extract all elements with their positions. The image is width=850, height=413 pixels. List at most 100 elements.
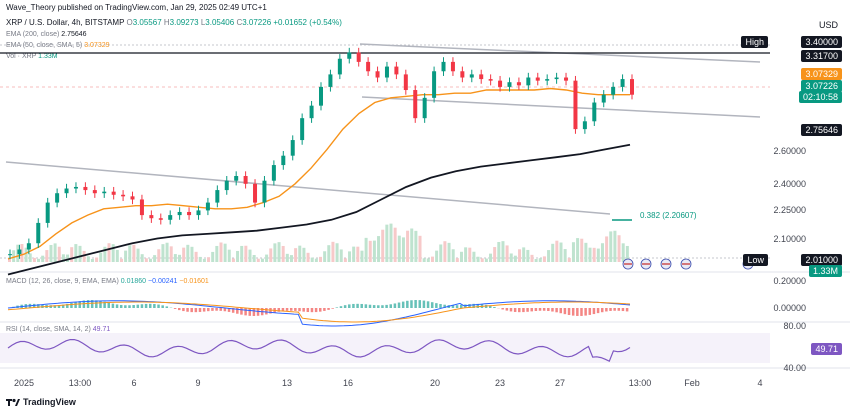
x-axis-tick: 16 bbox=[343, 378, 353, 388]
macd-histogram-bar bbox=[144, 303, 148, 308]
volume-bar bbox=[99, 252, 103, 262]
macd-histogram-bar bbox=[252, 308, 256, 316]
volume-bar bbox=[596, 248, 600, 262]
macd-histogram-bar bbox=[281, 308, 285, 312]
macd-histogram-bar bbox=[335, 307, 339, 308]
macd-histogram-bar bbox=[202, 308, 206, 312]
candle-body bbox=[45, 202, 50, 223]
price-axis-tick: 2.40000 bbox=[773, 179, 806, 189]
macd-histogram-bar bbox=[522, 308, 525, 313]
currency-label[interactable]: USD bbox=[818, 20, 838, 30]
macd-histogram-bar bbox=[393, 303, 397, 308]
open-value: 3.05567 bbox=[132, 18, 162, 27]
macd-histogram-bar bbox=[161, 305, 164, 308]
candle-body bbox=[554, 77, 559, 80]
volume-bar bbox=[530, 254, 534, 262]
symbol-line: XRP / U.S. Dollar, 4h, BITSTAMP O3.05567… bbox=[6, 18, 342, 27]
volume-bar bbox=[107, 243, 111, 262]
rsi-legend[interactable]: RSI (14, close, SMA, 14, 2) 49.71 bbox=[6, 326, 110, 333]
volume-bar bbox=[223, 243, 227, 262]
macd-legend[interactable]: MACD (12, 26, close, 9, EMA, EMA) 0.0186… bbox=[6, 278, 209, 285]
tradingview-logo[interactable]: TradingView bbox=[6, 397, 76, 407]
vol-legend[interactable]: Vol · XRP 1.33M bbox=[6, 53, 58, 60]
high-value: 3.09273 bbox=[169, 18, 199, 27]
candle-body bbox=[441, 61, 446, 72]
volume-bar bbox=[157, 249, 161, 262]
volume-bar bbox=[368, 240, 372, 262]
macd-histogram-bar bbox=[435, 303, 438, 308]
macd-histogram-bar bbox=[389, 304, 392, 308]
long-trend-line bbox=[5, 161, 611, 215]
macd-histogram-bar bbox=[489, 305, 492, 308]
macd-histogram-bar bbox=[277, 308, 281, 312]
macd-histogram-bar bbox=[115, 304, 119, 308]
x-axis-tick: 13 bbox=[282, 378, 292, 388]
volume-bar bbox=[248, 249, 252, 262]
macd-histogram-bar bbox=[186, 308, 189, 312]
volume-bar bbox=[289, 255, 293, 262]
volume-bar bbox=[95, 257, 99, 262]
volume-bar bbox=[335, 243, 339, 262]
fib-label: 0.382 (2.20607) bbox=[640, 211, 697, 220]
macd-histogram-bar bbox=[605, 308, 608, 312]
close-value: 3.07226 bbox=[242, 18, 272, 27]
candle-body bbox=[64, 188, 69, 194]
macd-histogram-bar bbox=[538, 308, 542, 311]
macd-histogram-bar bbox=[198, 308, 202, 312]
macd-axis-tick: 0.20000 bbox=[773, 276, 806, 286]
macd-histogram-bar bbox=[401, 301, 405, 308]
candle-body bbox=[121, 194, 126, 197]
volume-bar bbox=[74, 244, 78, 262]
macd-histogram-bar bbox=[128, 305, 131, 308]
candle-body bbox=[375, 71, 380, 78]
symbol-name[interactable]: XRP / U.S. Dollar, 4h, BITSTAMP bbox=[6, 18, 125, 27]
candle-body bbox=[281, 155, 286, 166]
volume-bar bbox=[430, 256, 434, 262]
volume-bar bbox=[617, 235, 621, 262]
macd-histogram-bar bbox=[90, 300, 94, 308]
volume-bar bbox=[294, 248, 298, 262]
volume-bar bbox=[124, 250, 128, 262]
candle-body bbox=[545, 79, 550, 81]
level-tag: 3.31700 bbox=[801, 50, 842, 62]
macd-histogram-bar bbox=[157, 304, 160, 308]
volume-bar bbox=[397, 235, 401, 262]
candle-body bbox=[271, 165, 276, 181]
volume-bar bbox=[240, 245, 244, 262]
volume-bar bbox=[103, 246, 107, 262]
volume-bar bbox=[82, 250, 86, 262]
volume-bar bbox=[202, 258, 206, 262]
ema200-legend[interactable]: EMA (200, close) 2.75646 bbox=[6, 31, 87, 38]
macd-histogram-bar bbox=[236, 308, 239, 314]
macd-histogram-bar bbox=[368, 304, 372, 308]
x-axis-tick: 2025 bbox=[14, 378, 34, 388]
candle-body bbox=[26, 243, 31, 250]
macd-histogram-bar bbox=[343, 305, 347, 308]
volume-bar bbox=[310, 257, 314, 262]
macd-histogram-bar bbox=[339, 306, 343, 308]
ema50-legend[interactable]: EMA (50, close, SMA, 5) 3.07329 bbox=[6, 42, 110, 49]
macd-histogram-bar bbox=[207, 308, 210, 312]
macd-histogram-bar bbox=[493, 306, 496, 308]
volume-bar bbox=[53, 243, 57, 262]
volume-bar bbox=[621, 243, 625, 262]
high-tag-value: 3.40000 bbox=[801, 36, 842, 48]
macd-histogram-bar bbox=[211, 308, 214, 311]
volume-bar bbox=[236, 250, 240, 262]
volume-bar bbox=[588, 247, 592, 262]
vol-label: Vol · XRP bbox=[6, 53, 37, 60]
volume-bar bbox=[389, 223, 393, 262]
macd-histogram-bar bbox=[248, 308, 252, 316]
macd-histogram-bar bbox=[231, 308, 235, 313]
candle-body bbox=[158, 218, 163, 220]
ema200-legend-value: 2.75646 bbox=[61, 31, 87, 38]
volume-bar bbox=[339, 249, 343, 262]
candle-body bbox=[535, 77, 540, 81]
macd-histogram-bar bbox=[289, 308, 293, 311]
volume-bar bbox=[331, 241, 335, 262]
candle-body bbox=[253, 183, 258, 203]
rsi-legend-value: 49.71 bbox=[92, 326, 111, 333]
candle-body bbox=[196, 210, 201, 216]
volume-bar bbox=[472, 251, 476, 262]
